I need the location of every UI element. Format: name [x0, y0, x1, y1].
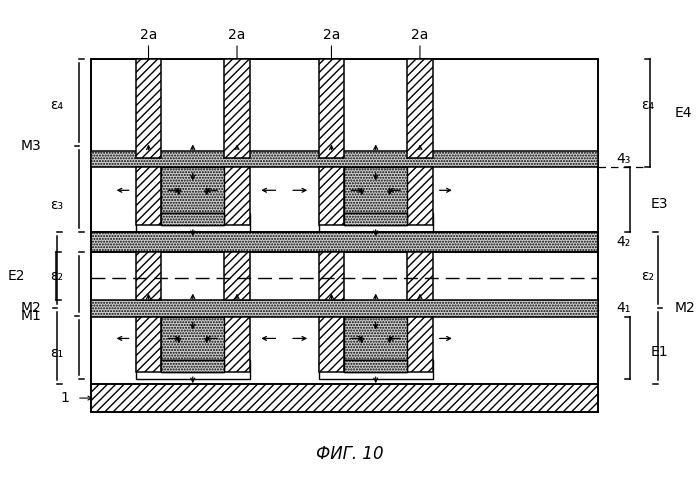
- Text: 4₁: 4₁: [617, 301, 631, 315]
- Text: M2: M2: [675, 301, 695, 315]
- Text: 2a: 2a: [412, 28, 428, 42]
- Bar: [136, 59, 162, 159]
- Text: ФИГ. 10: ФИГ. 10: [316, 445, 383, 463]
- Text: ε₁: ε₁: [50, 346, 63, 360]
- Bar: [162, 167, 224, 213]
- Text: M2: M2: [20, 301, 41, 315]
- Bar: [162, 213, 224, 225]
- Text: ε₃: ε₃: [50, 198, 63, 212]
- Bar: [136, 316, 162, 372]
- Bar: [407, 252, 433, 300]
- Bar: [318, 59, 344, 159]
- Bar: [318, 213, 433, 232]
- Bar: [407, 167, 433, 225]
- Bar: [136, 167, 162, 225]
- Bar: [407, 316, 433, 372]
- Text: 4₃: 4₃: [617, 152, 631, 166]
- Bar: [136, 213, 250, 232]
- Text: E3: E3: [650, 197, 668, 211]
- Bar: [224, 59, 250, 159]
- Text: M3: M3: [20, 139, 41, 152]
- Text: E4: E4: [675, 106, 692, 120]
- Text: ε₄: ε₄: [50, 98, 63, 112]
- Text: E1: E1: [650, 345, 668, 359]
- Bar: [344, 213, 407, 225]
- Bar: [318, 252, 344, 300]
- Text: 4₂: 4₂: [617, 235, 631, 249]
- Bar: [224, 252, 250, 300]
- Bar: [344, 167, 407, 213]
- Bar: [318, 167, 344, 225]
- Bar: [162, 360, 224, 372]
- Bar: [136, 360, 250, 379]
- Text: ε₄: ε₄: [640, 98, 654, 112]
- Bar: [407, 59, 433, 159]
- Bar: [136, 252, 162, 300]
- Bar: [224, 316, 250, 372]
- Bar: [91, 151, 598, 167]
- Text: ε₂: ε₂: [50, 269, 63, 283]
- Bar: [344, 213, 407, 225]
- Text: E2: E2: [8, 269, 25, 283]
- Bar: [344, 360, 407, 372]
- Bar: [318, 360, 433, 379]
- Bar: [91, 300, 598, 316]
- Text: 1: 1: [60, 391, 69, 405]
- Bar: [91, 232, 598, 252]
- Bar: [344, 316, 407, 360]
- Bar: [162, 316, 224, 360]
- Text: 2a: 2a: [228, 28, 246, 42]
- Bar: [91, 59, 598, 412]
- Bar: [91, 384, 598, 412]
- Bar: [162, 213, 224, 225]
- Bar: [344, 360, 407, 372]
- Bar: [224, 167, 250, 225]
- Bar: [318, 316, 344, 372]
- Text: M1: M1: [20, 309, 41, 323]
- Text: 2a: 2a: [140, 28, 158, 42]
- Text: 2a: 2a: [323, 28, 340, 42]
- Bar: [162, 360, 224, 372]
- Text: ε₂: ε₂: [640, 269, 654, 283]
